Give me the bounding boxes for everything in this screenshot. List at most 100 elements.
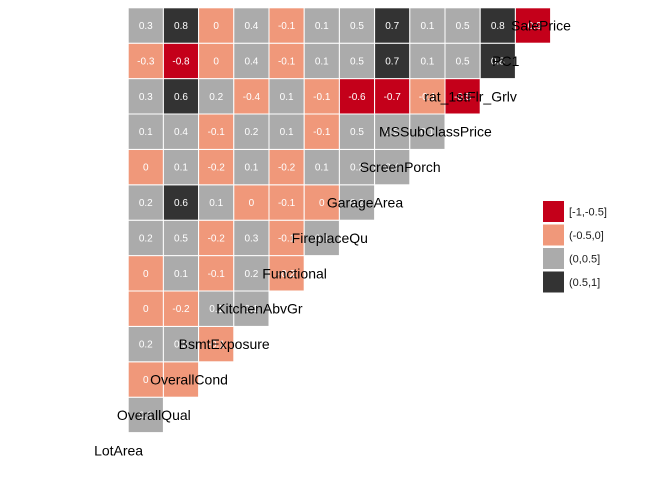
legend-swatch-0	[543, 201, 564, 222]
cell-value-label: 0	[319, 198, 325, 209]
heatmap-cell-pc1-functional	[303, 42, 340, 80]
cell-value-label: -0.2	[208, 233, 226, 244]
heatmap-cell-saleprice-lotarea	[127, 7, 164, 44]
cell-value-label: -0.1	[419, 92, 437, 103]
cell-value-label: 0.1	[244, 304, 258, 315]
heatmap-cell-fireplacequ-lotarea	[127, 219, 164, 257]
cell-value-label: 0	[249, 198, 255, 209]
cell-value-label: 0.6	[174, 92, 188, 103]
cell-value-label: 0	[143, 269, 149, 280]
heatmap-cell-saleprice-screenporch	[409, 7, 446, 44]
cell-value-label: 0	[143, 304, 149, 315]
heatmap-cell-garagearea-bsmtexposure	[233, 184, 270, 221]
cell-value-label: -0.1	[208, 269, 226, 280]
variable-label-rat-1stflr-grlv: rat_1stFlr_Grlv	[424, 88, 517, 104]
heatmap-cell-saleprice-rat-1stflr-grlv	[479, 7, 516, 44]
cell-value-label: 0.1	[244, 163, 258, 174]
legend-label-0: [-1,-0.5]	[569, 207, 607, 219]
heatmap-cell-rat-1stflr-grlv-overallqual	[162, 78, 200, 115]
variable-label-saleprice: SalePrice	[511, 18, 571, 34]
cell-value-label: 0.1	[209, 304, 223, 315]
heatmap-cell-rat-1stflr-grlv-bsmtexposure	[233, 78, 270, 115]
cell-value-label: 0.3	[139, 92, 153, 103]
cell-value-label: 0.5	[456, 56, 470, 67]
heatmap-cell-garagearea-overallqual	[162, 184, 200, 221]
heatmap-cell-saleprice-overallqual	[162, 7, 200, 44]
cell-value-label: -0.5	[454, 92, 472, 103]
cell-value-label: 0.1	[174, 163, 188, 174]
heatmap-cell-screenporch-garagearea	[374, 148, 411, 186]
cell-value-label: 0.1	[174, 269, 188, 280]
cell-value-label: 0.1	[280, 127, 294, 138]
cell-value-label: 0.1	[420, 56, 434, 67]
cell-value-label: 0.4	[244, 56, 258, 67]
cell-value-label: -0.1	[208, 127, 226, 138]
cell-value-label: 0.5	[174, 233, 188, 244]
cell-value-label: 0.3	[244, 233, 258, 244]
variable-label-bsmtexposure: BsmtExposure	[179, 336, 270, 352]
cell-value-label: -0.9	[524, 21, 542, 32]
cell-value-label: 0.2	[139, 233, 153, 244]
variable-label-mssubclassprice: MSSubClassPrice	[379, 124, 492, 140]
cell-value-label: -0.7	[384, 92, 402, 103]
heatmap-cell-pc1-rat-1stflr-grlv	[479, 42, 516, 80]
heatmap-cell-rat-1stflr-grlv-kitchenabvgr	[268, 78, 305, 115]
heatmap-cell-kitchenabvgr-overallqual	[162, 290, 200, 327]
cell-value-label: 0.8	[491, 21, 505, 32]
heatmap-cell-mssubclassprice-functional	[303, 113, 340, 150]
legend-swatch-3	[543, 271, 564, 293]
cell-value-label: -0.2	[278, 163, 296, 174]
cell-value-label: -0.2	[208, 163, 226, 174]
heatmap-cell-rat-1stflr-grlv-screenporch	[409, 78, 446, 115]
cell-value-label: 0.7	[385, 56, 399, 67]
cell-value-label: 0.5	[456, 21, 470, 32]
cell-value-label: 0.1	[280, 92, 294, 103]
cell-value-label: -0.1	[278, 21, 296, 32]
cell-value-label: 0.5	[350, 21, 364, 32]
cell-value-label: 0	[213, 56, 219, 67]
cell-value-label: 0.2	[139, 198, 153, 209]
cell-value-label: -0.6	[348, 92, 366, 103]
cell-value-label: -0.1	[278, 233, 296, 244]
heatmap-cell-functional-overallcond	[198, 255, 235, 292]
heatmap-cell-functional-kitchenabvgr	[268, 255, 305, 292]
heatmap-cell-fireplacequ-overallcond	[198, 219, 235, 257]
cell-value-label: 0.1	[139, 410, 153, 421]
heatmap-cell-pc1-kitchenabvgr	[268, 42, 305, 80]
heatmap-cell-fireplacequ-overallqual	[162, 219, 200, 257]
cell-value-label: 0.7	[385, 21, 399, 32]
legend-swatch-2	[543, 248, 564, 269]
cell-value-label: 0.4	[385, 163, 399, 174]
cell-value-label: 0.1	[139, 127, 153, 138]
heatmap-cell-saleprice-bsmtexposure	[233, 7, 270, 44]
heatmap-cell-mssubclassprice-kitchenabvgr	[268, 113, 305, 150]
variable-label-overallcond: OverallCond	[150, 372, 228, 388]
heatmap-cells	[127, 7, 552, 434]
heatmap-cell-labels: 0.1 0 0.2 0.3 -0.1 0 -0.2 0.1 0.1 0 0.1 -0.1 0.2 -0.2…	[137, 21, 542, 421]
cell-value-label: 0.5	[350, 127, 364, 138]
cell-value-label: 0.2	[244, 269, 258, 280]
heatmap-cell-mssubclassprice-overallqual	[162, 113, 200, 150]
cell-value-label: 0.2	[350, 163, 364, 174]
heatmap-cell-kitchenabvgr-overallcond	[198, 290, 235, 327]
heatmap-cell-kitchenabvgr-bsmtexposure	[233, 290, 270, 327]
variable-label-lotarea: LotArea	[94, 442, 143, 458]
legend-swatch-1	[543, 224, 564, 246]
heatmap-cell-pc1-overallqual	[162, 42, 200, 80]
heatmap-cell-kitchenabvgr-lotarea	[127, 290, 164, 327]
cell-value-label: 0.1	[209, 198, 223, 209]
heatmap-cell-fireplacequ-bsmtexposure	[233, 219, 270, 257]
cell-value-label: -0.1	[313, 127, 331, 138]
heatmap-cell-screenporch-functional	[303, 148, 340, 186]
heatmap-cell-pc1-fireplacequ	[338, 42, 376, 80]
variable-labels: LotArea OverallQual OverallCond BsmtExposur…	[94, 18, 571, 459]
heatmap-cell-saleprice-garagearea	[374, 7, 411, 44]
heatmap-cell-overallqual-lotarea	[127, 396, 164, 434]
cell-value-label: 0.3	[174, 340, 188, 351]
legend: [-1,-0.5] (-0.5,0] (0,0.5] (0.5,1]	[543, 201, 607, 293]
cell-value-label: 0.5	[350, 56, 364, 67]
heatmap-cell-rat-1stflr-grlv-garagearea	[374, 78, 411, 115]
cell-value-label: -0.1	[313, 92, 331, 103]
cell-value-label: 0.1	[315, 163, 329, 174]
variable-label-screenporch: ScreenPorch	[360, 159, 441, 175]
